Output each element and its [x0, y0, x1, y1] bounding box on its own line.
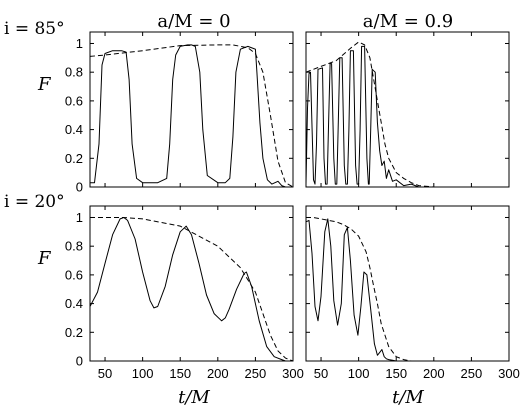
plot-frame — [89, 205, 294, 362]
y-tick-label: 0 — [76, 354, 83, 369]
x-tick-label: 100 — [132, 366, 154, 381]
y-tick-label: 0.4 — [65, 122, 83, 137]
panel-top-left: 0 0.2 0.4 0.6 0.8 1 — [65, 31, 294, 195]
envelope-curve — [305, 41, 434, 188]
x-tick-label: 300 — [282, 366, 304, 381]
x-tick-label: 200 — [207, 366, 229, 381]
x-tick-label: 50 — [314, 366, 328, 381]
row-label-bottom: i = 20° — [4, 192, 65, 212]
x-tick-label: 250 — [461, 366, 483, 381]
panel-bottom-right: 50 100 150 200 250 300 — [305, 205, 520, 381]
x-axis-label-left: t/M — [178, 387, 210, 408]
flux-curve — [305, 45, 434, 188]
y-tick-label: 1 — [76, 210, 83, 225]
plot-frame — [305, 205, 510, 362]
x-tick-label: 300 — [498, 366, 520, 381]
row-label-top: i = 85° — [4, 19, 65, 39]
x-tick-label: 150 — [385, 366, 407, 381]
y-tick-label: 0.8 — [65, 239, 83, 254]
column-header-left: a/M = 0 — [157, 11, 230, 32]
column-header-right: a/M = 0.9 — [363, 11, 453, 32]
y-tick-label: 0 — [76, 180, 83, 195]
x-axis-label-right: t/M — [392, 387, 424, 408]
y-tick-label: 0.2 — [65, 151, 83, 166]
flux-curve — [305, 218, 404, 362]
x-tick-label: 200 — [423, 366, 445, 381]
panel-top-right — [305, 31, 510, 188]
y-tick-label: 0.2 — [65, 325, 83, 340]
envelope-curve — [90, 217, 294, 362]
y-tick-label: 0.6 — [65, 93, 83, 108]
plot-frame — [305, 31, 510, 188]
x-tick-label: 150 — [169, 366, 191, 381]
y-tick-label: 0.8 — [65, 65, 83, 80]
envelope-curve — [89, 44, 294, 188]
x-tick-label: 100 — [348, 366, 370, 381]
y-tick-label: 0.4 — [65, 296, 83, 311]
panel-bottom-left: 50 100 150 200 250 300 0 0.2 0.4 0.6 0.8 1 — [65, 205, 304, 381]
plot-frame — [89, 31, 294, 188]
y-tick-label: 0.6 — [65, 267, 83, 282]
y-tick-label: 1 — [76, 36, 83, 51]
x-tick-label: 50 — [98, 366, 112, 381]
envelope-curve — [306, 217, 412, 362]
x-tick-label: 250 — [245, 366, 267, 381]
y-axis-label-bottom: F — [37, 248, 52, 269]
flux-curve — [89, 217, 286, 362]
flux-curve — [90, 44, 286, 188]
y-axis-label-top: F — [37, 74, 52, 95]
